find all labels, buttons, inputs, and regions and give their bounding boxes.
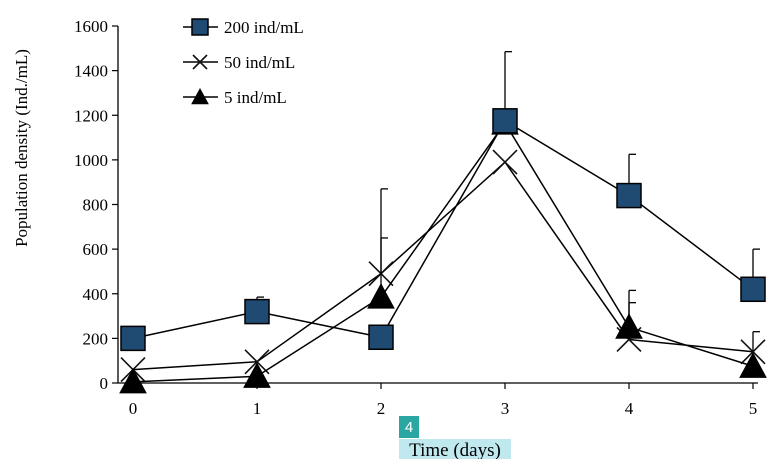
triangle-marker bbox=[191, 87, 209, 105]
y-tick-label: 1000 bbox=[74, 151, 108, 170]
square-marker bbox=[616, 182, 642, 209]
triangle-marker bbox=[615, 313, 643, 339]
series-square bbox=[120, 51, 766, 352]
x-tick-label: 4 bbox=[625, 399, 634, 418]
legend-label: 50 ind/mL bbox=[224, 53, 295, 72]
x-marker bbox=[192, 54, 208, 70]
y-tick-label: 0 bbox=[100, 374, 109, 393]
annotation-badge: 4 bbox=[399, 416, 419, 438]
square-marker bbox=[191, 18, 209, 36]
legend-item: 50 ind/mL bbox=[183, 53, 295, 72]
series-line bbox=[132, 160, 754, 371]
x-marker-stroke bbox=[192, 54, 208, 70]
square-marker bbox=[244, 298, 270, 325]
x-marker bbox=[244, 349, 270, 375]
x-marker-stroke bbox=[244, 349, 270, 375]
x-tick-label: 0 bbox=[129, 399, 138, 418]
plot-area bbox=[119, 51, 767, 394]
y-tick-label: 1400 bbox=[74, 62, 108, 81]
square-marker bbox=[492, 108, 518, 134]
x-tick-label: 3 bbox=[501, 399, 510, 418]
x-marker bbox=[492, 149, 518, 175]
y-tick-label: 600 bbox=[83, 240, 109, 259]
triangle-marker bbox=[243, 362, 271, 388]
y-tick-label: 1600 bbox=[74, 17, 108, 36]
y-tick-label: 400 bbox=[83, 285, 109, 304]
legend-label: 200 ind/mL bbox=[224, 18, 304, 37]
legend-item: 5 ind/mL bbox=[183, 87, 287, 107]
triangle-marker bbox=[739, 352, 767, 378]
square-marker bbox=[120, 325, 146, 352]
x-tick-label: 1 bbox=[253, 399, 262, 418]
y-tick-label: 1200 bbox=[74, 106, 108, 125]
series-triangle bbox=[119, 109, 767, 394]
triangle-marker bbox=[367, 283, 395, 309]
legend-label: 5 ind/mL bbox=[224, 88, 287, 107]
square-marker bbox=[740, 276, 766, 303]
series-line bbox=[132, 121, 754, 383]
axes bbox=[117, 26, 758, 384]
y-tick-label: 200 bbox=[83, 329, 109, 348]
series-line bbox=[132, 119, 754, 340]
square-marker bbox=[368, 324, 394, 351]
y-ticks: 0 200 400 600 800 1000 1200 1400 1600 bbox=[74, 17, 118, 393]
series-x bbox=[120, 149, 766, 383]
x-tick-label: 2 bbox=[377, 399, 386, 418]
y-tick-label: 800 bbox=[83, 196, 109, 215]
legend: 200 ind/mL 50 ind/mL 5 ind/mL bbox=[183, 18, 304, 107]
x-axis-label-highlight bbox=[399, 439, 511, 459]
y-axis-label: Population density (Ind./mL) bbox=[12, 49, 31, 247]
triangle-marker bbox=[119, 367, 147, 394]
x-marker-stroke bbox=[740, 339, 766, 365]
x-marker-stroke bbox=[492, 149, 518, 175]
x-tick-label: 5 bbox=[749, 399, 758, 418]
x-marker bbox=[740, 339, 766, 365]
x-ticks: 0 1 2 3 4 5 bbox=[129, 383, 758, 418]
legend-item: 200 ind/mL bbox=[183, 18, 304, 37]
